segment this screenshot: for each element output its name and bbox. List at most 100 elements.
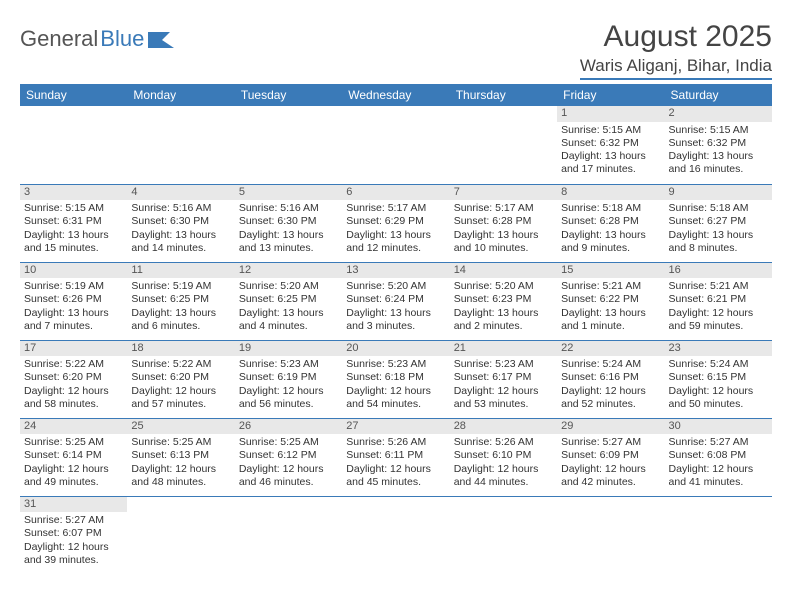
location: Waris Aliganj, Bihar, India xyxy=(580,56,772,80)
day-details: Sunrise: 5:23 AMSunset: 6:17 PMDaylight:… xyxy=(450,356,557,413)
day-number: 21 xyxy=(450,341,557,357)
day-details: Sunrise: 5:27 AMSunset: 6:08 PMDaylight:… xyxy=(665,434,772,491)
daylight-text-2: and 57 minutes. xyxy=(131,398,230,411)
day-cell: 21Sunrise: 5:23 AMSunset: 6:17 PMDayligh… xyxy=(450,340,557,418)
sunset-text: Sunset: 6:08 PM xyxy=(669,449,768,462)
day-cell: 6Sunrise: 5:17 AMSunset: 6:29 PMDaylight… xyxy=(342,184,449,262)
day-number: 8 xyxy=(557,185,664,201)
sunset-text: Sunset: 6:25 PM xyxy=(239,293,338,306)
day-number: 6 xyxy=(342,185,449,201)
daylight-text-2: and 7 minutes. xyxy=(24,320,123,333)
day-details: Sunrise: 5:20 AMSunset: 6:23 PMDaylight:… xyxy=(450,278,557,335)
sunrise-text: Sunrise: 5:23 AM xyxy=(346,358,445,371)
day-number: 16 xyxy=(665,263,772,279)
week-row: 3Sunrise: 5:15 AMSunset: 6:31 PMDaylight… xyxy=(20,184,772,262)
day-number: 2 xyxy=(665,106,772,122)
day-cell xyxy=(342,106,449,184)
daylight-text-2: and 16 minutes. xyxy=(669,163,768,176)
col-sunday: Sunday xyxy=(20,84,127,106)
day-cell: 28Sunrise: 5:26 AMSunset: 6:10 PMDayligh… xyxy=(450,418,557,496)
day-cell: 17Sunrise: 5:22 AMSunset: 6:20 PMDayligh… xyxy=(20,340,127,418)
day-details: Sunrise: 5:22 AMSunset: 6:20 PMDaylight:… xyxy=(127,356,234,413)
day-details: Sunrise: 5:18 AMSunset: 6:27 PMDaylight:… xyxy=(665,200,772,257)
day-number: 1 xyxy=(557,106,664,122)
daylight-text-2: and 4 minutes. xyxy=(239,320,338,333)
daylight-text-1: Daylight: 12 hours xyxy=(24,385,123,398)
day-cell: 25Sunrise: 5:25 AMSunset: 6:13 PMDayligh… xyxy=(127,418,234,496)
day-cell: 13Sunrise: 5:20 AMSunset: 6:24 PMDayligh… xyxy=(342,262,449,340)
daylight-text-2: and 14 minutes. xyxy=(131,242,230,255)
daylight-text-1: Daylight: 12 hours xyxy=(454,385,553,398)
day-cell xyxy=(20,106,127,184)
daylight-text-1: Daylight: 13 hours xyxy=(24,229,123,242)
day-number: 29 xyxy=(557,419,664,435)
sunset-text: Sunset: 6:20 PM xyxy=(131,371,230,384)
col-saturday: Saturday xyxy=(665,84,772,106)
logo: GeneralBlue xyxy=(20,26,174,52)
day-cell: 5Sunrise: 5:16 AMSunset: 6:30 PMDaylight… xyxy=(235,184,342,262)
sunset-text: Sunset: 6:14 PM xyxy=(24,449,123,462)
day-cell xyxy=(665,496,772,574)
day-details: Sunrise: 5:20 AMSunset: 6:24 PMDaylight:… xyxy=(342,278,449,335)
day-details: Sunrise: 5:23 AMSunset: 6:19 PMDaylight:… xyxy=(235,356,342,413)
sunset-text: Sunset: 6:07 PM xyxy=(24,527,123,540)
day-number: 4 xyxy=(127,185,234,201)
sunrise-text: Sunrise: 5:26 AM xyxy=(346,436,445,449)
daylight-text-2: and 2 minutes. xyxy=(454,320,553,333)
sunrise-text: Sunrise: 5:19 AM xyxy=(131,280,230,293)
sunrise-text: Sunrise: 5:22 AM xyxy=(131,358,230,371)
day-details: Sunrise: 5:25 AMSunset: 6:12 PMDaylight:… xyxy=(235,434,342,491)
sunrise-text: Sunrise: 5:25 AM xyxy=(239,436,338,449)
sunrise-text: Sunrise: 5:20 AM xyxy=(239,280,338,293)
day-cell xyxy=(127,496,234,574)
day-details: Sunrise: 5:24 AMSunset: 6:16 PMDaylight:… xyxy=(557,356,664,413)
sunset-text: Sunset: 6:24 PM xyxy=(346,293,445,306)
sunrise-text: Sunrise: 5:23 AM xyxy=(454,358,553,371)
day-details: Sunrise: 5:26 AMSunset: 6:10 PMDaylight:… xyxy=(450,434,557,491)
sunset-text: Sunset: 6:28 PM xyxy=(454,215,553,228)
day-details: Sunrise: 5:19 AMSunset: 6:26 PMDaylight:… xyxy=(20,278,127,335)
daylight-text-1: Daylight: 12 hours xyxy=(239,463,338,476)
day-cell: 23Sunrise: 5:24 AMSunset: 6:15 PMDayligh… xyxy=(665,340,772,418)
sunset-text: Sunset: 6:10 PM xyxy=(454,449,553,462)
day-cell: 18Sunrise: 5:22 AMSunset: 6:20 PMDayligh… xyxy=(127,340,234,418)
day-cell: 1Sunrise: 5:15 AMSunset: 6:32 PMDaylight… xyxy=(557,106,664,184)
sunrise-text: Sunrise: 5:26 AM xyxy=(454,436,553,449)
day-cell: 20Sunrise: 5:23 AMSunset: 6:18 PMDayligh… xyxy=(342,340,449,418)
week-row: 10Sunrise: 5:19 AMSunset: 6:26 PMDayligh… xyxy=(20,262,772,340)
day-number: 22 xyxy=(557,341,664,357)
sunset-text: Sunset: 6:23 PM xyxy=(454,293,553,306)
daylight-text-2: and 42 minutes. xyxy=(561,476,660,489)
daylight-text-2: and 1 minute. xyxy=(561,320,660,333)
day-cell xyxy=(342,496,449,574)
daylight-text-1: Daylight: 12 hours xyxy=(669,463,768,476)
daylight-text-1: Daylight: 13 hours xyxy=(561,307,660,320)
day-number: 14 xyxy=(450,263,557,279)
sunrise-text: Sunrise: 5:17 AM xyxy=(454,202,553,215)
daylight-text-1: Daylight: 12 hours xyxy=(239,385,338,398)
sunrise-text: Sunrise: 5:21 AM xyxy=(669,280,768,293)
day-details: Sunrise: 5:15 AMSunset: 6:32 PMDaylight:… xyxy=(557,122,664,179)
daylight-text-2: and 45 minutes. xyxy=(346,476,445,489)
daylight-text-1: Daylight: 13 hours xyxy=(239,307,338,320)
week-row: 24Sunrise: 5:25 AMSunset: 6:14 PMDayligh… xyxy=(20,418,772,496)
logo-text-2: Blue xyxy=(100,26,144,52)
day-cell xyxy=(557,496,664,574)
daylight-text-2: and 39 minutes. xyxy=(24,554,123,567)
sunset-text: Sunset: 6:30 PM xyxy=(131,215,230,228)
sunrise-text: Sunrise: 5:15 AM xyxy=(669,124,768,137)
sunset-text: Sunset: 6:30 PM xyxy=(239,215,338,228)
day-cell: 8Sunrise: 5:18 AMSunset: 6:28 PMDaylight… xyxy=(557,184,664,262)
sunrise-text: Sunrise: 5:27 AM xyxy=(24,514,123,527)
sunrise-text: Sunrise: 5:24 AM xyxy=(561,358,660,371)
day-number: 26 xyxy=(235,419,342,435)
daylight-text-1: Daylight: 13 hours xyxy=(239,229,338,242)
day-details: Sunrise: 5:18 AMSunset: 6:28 PMDaylight:… xyxy=(557,200,664,257)
daylight-text-2: and 9 minutes. xyxy=(561,242,660,255)
sunset-text: Sunset: 6:28 PM xyxy=(561,215,660,228)
day-number: 27 xyxy=(342,419,449,435)
sunset-text: Sunset: 6:12 PM xyxy=(239,449,338,462)
day-number: 19 xyxy=(235,341,342,357)
day-cell: 16Sunrise: 5:21 AMSunset: 6:21 PMDayligh… xyxy=(665,262,772,340)
title-block: August 2025 Waris Aliganj, Bihar, India xyxy=(580,20,772,80)
